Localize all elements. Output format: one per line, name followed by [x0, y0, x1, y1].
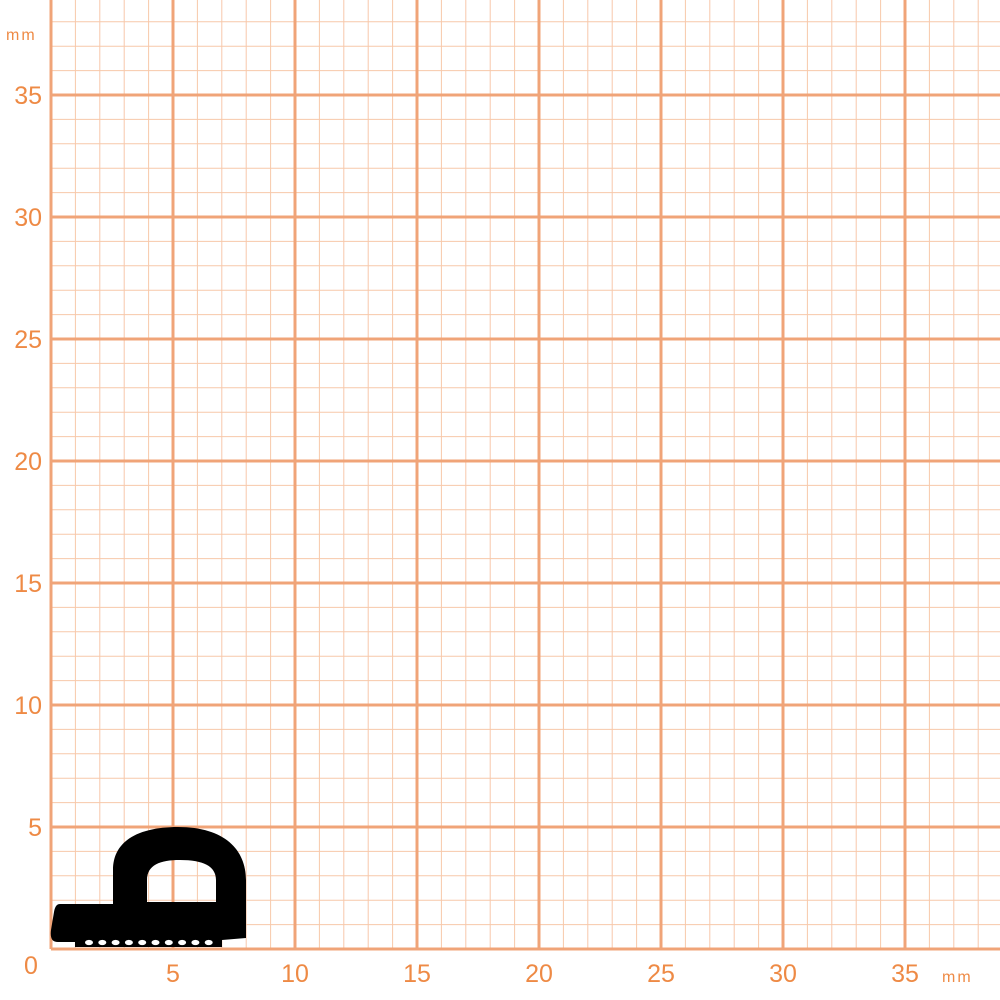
y-unit-label: mm	[6, 27, 37, 44]
y-tick-label: 15	[14, 570, 42, 598]
profile-hole	[124, 939, 133, 946]
y-tick-label: 25	[14, 326, 42, 354]
profile-holes	[85, 939, 213, 946]
y-tick-label: 35	[14, 82, 42, 110]
profile-hole	[138, 939, 147, 946]
profile-hole	[111, 939, 120, 946]
grid-lines	[49, 0, 1000, 951]
y-tick-label: 20	[14, 448, 42, 476]
seal-profile	[50, 827, 246, 947]
y-tick-label: 30	[14, 204, 42, 232]
x-tick-label: 30	[769, 960, 797, 988]
x-tick-label: 5	[166, 960, 180, 988]
x-tick-label: 10	[281, 960, 309, 988]
profile-hole	[178, 939, 187, 946]
origin-label: 0	[24, 952, 38, 980]
x-tick-label: 35	[891, 960, 919, 988]
x-tick-label: 20	[525, 960, 553, 988]
axis-labels: 5 10 15 20 25 30 35 5 10 15 20 25 30 35	[14, 82, 919, 988]
x-unit-label: mm	[942, 969, 973, 986]
profile-hole	[98, 939, 107, 946]
profile-hole	[204, 939, 213, 946]
profile-hole	[164, 939, 173, 946]
profile-hole	[85, 939, 93, 946]
profile-hole	[191, 939, 200, 946]
x-tick-label: 25	[647, 960, 675, 988]
y-tick-label: 10	[14, 692, 42, 720]
x-tick-label: 15	[403, 960, 431, 988]
y-tick-label: 5	[28, 814, 42, 842]
profile-hole	[151, 939, 160, 946]
